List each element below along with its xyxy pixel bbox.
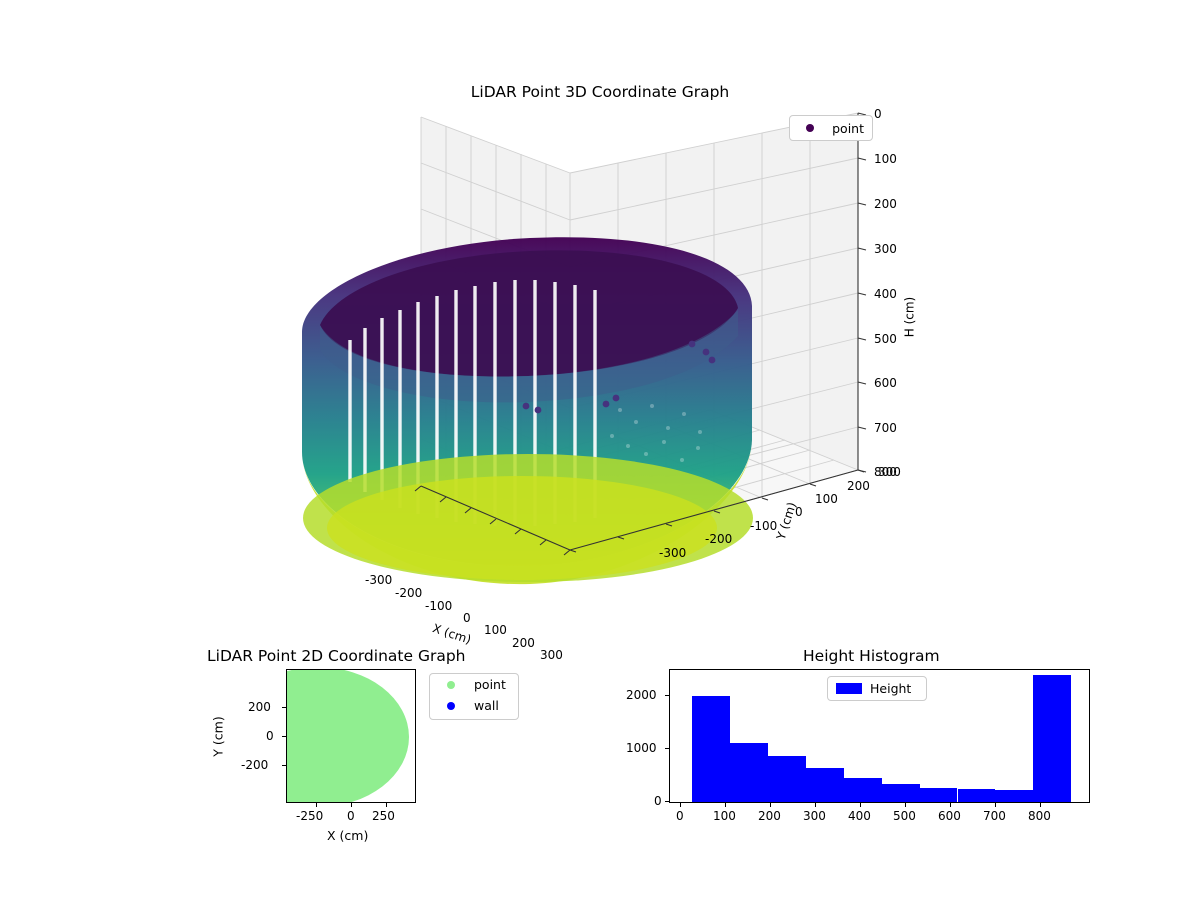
plot2d-axes xyxy=(286,669,416,803)
plot2d-xtick-mark-1 xyxy=(351,803,352,807)
plot3d-xtick-0: -300 xyxy=(365,573,393,587)
histogram-bar xyxy=(768,755,806,802)
plot3d-zaxis-label: H (cm) xyxy=(902,296,917,338)
plot2d-title: LiDAR Point 2D Coordinate Graph xyxy=(207,647,466,665)
plot3d-ztick-7: 700 xyxy=(874,421,897,435)
histogram-xtick-4: 400 xyxy=(848,809,871,823)
histogram-ytick-mark-0 xyxy=(665,801,669,802)
plot3d-point-cloud xyxy=(302,237,753,585)
point-marker-icon xyxy=(438,680,464,689)
histogram-ytick-0: 0 xyxy=(654,794,662,808)
histogram-xtick-3: 300 xyxy=(803,809,826,823)
plot2d-ytick-2: -200 xyxy=(241,758,269,772)
plot3d-ytick-1: 200 xyxy=(847,479,870,493)
plot3d-legend[interactable]: point xyxy=(789,115,873,141)
plot3d-spines xyxy=(420,113,859,551)
plot2d-xtick-2: 250 xyxy=(372,809,395,823)
legend-label-point: point xyxy=(474,677,506,692)
point-marker-icon xyxy=(798,124,822,132)
histogram-xtick-mark-5 xyxy=(905,803,906,807)
plot2d-ytick-mark-1 xyxy=(282,736,286,737)
legend-label-point: point xyxy=(832,120,864,136)
plot3d-ytick-3: 0 xyxy=(795,505,803,519)
plot3d-ztick-1: 100 xyxy=(874,152,897,166)
plot3d-xtick-6: 300 xyxy=(540,648,563,662)
histogram-xtick-6: 600 xyxy=(938,809,961,823)
plot3d-xtick-2: -100 xyxy=(425,599,453,613)
plot3d-title: LiDAR Point 3D Coordinate Graph xyxy=(470,83,730,101)
plot2d-yaxis-label: Y (cm) xyxy=(210,716,226,757)
plot3d-ztick-0: 0 xyxy=(874,107,882,121)
plot2d-xtick-1: 0 xyxy=(347,809,355,823)
histogram-bar xyxy=(919,787,958,802)
plot3d-ytick-2: 100 xyxy=(815,492,838,506)
plot2d-legend[interactable]: point wall xyxy=(429,673,519,720)
plot3d-ztick-5: 500 xyxy=(874,332,897,346)
histogram-bar xyxy=(692,695,731,802)
histogram-bar xyxy=(995,789,1034,802)
histogram-xtick-8: 800 xyxy=(1028,809,1051,823)
wall-marker-icon xyxy=(438,701,464,710)
histogram-xtick-mark-7 xyxy=(995,803,996,807)
histogram-bar xyxy=(805,768,844,802)
histogram-bar xyxy=(881,783,920,802)
histogram-xtick-mark-2 xyxy=(770,803,771,807)
plot3d-xtick-4: 100 xyxy=(484,623,507,637)
histogram-xtick-0: 0 xyxy=(676,809,684,823)
plot3d-xtick-5: 200 xyxy=(512,636,535,650)
plot2d-ytick-mark-2 xyxy=(282,765,286,766)
histogram-xtick-mark-3 xyxy=(815,803,816,807)
histogram-ytick-mark-2 xyxy=(665,695,669,696)
histogram-bar xyxy=(730,742,769,802)
plot3d-canvas xyxy=(302,112,867,585)
plot3d-xtick-1: -200 xyxy=(395,586,423,600)
histogram-xtick-mark-6 xyxy=(950,803,951,807)
legend-item-height[interactable]: Height xyxy=(828,677,926,700)
plot2d-ytick-0: 200 xyxy=(248,700,271,714)
plot2d-ytick-mark-0 xyxy=(282,707,286,708)
histogram-xtick-mark-0 xyxy=(680,803,681,807)
plot3d-ztick-3: 300 xyxy=(874,242,897,256)
plot3d-ztick-4: 400 xyxy=(874,287,897,301)
histogram-ytick-mark-1 xyxy=(665,748,669,749)
height-patch-icon xyxy=(836,683,862,694)
histogram-xtick-mark-8 xyxy=(1040,803,1041,807)
histogram-xtick-mark-4 xyxy=(860,803,861,807)
histogram-xtick-mark-1 xyxy=(725,803,726,807)
plot3d-ticks xyxy=(414,112,867,556)
legend-item-point[interactable]: point xyxy=(790,116,872,140)
plot2d-point-cluster xyxy=(287,670,409,802)
histogram-xtick-2: 200 xyxy=(758,809,781,823)
plot2d-xtick-0: -250 xyxy=(296,809,324,823)
histogram-bars xyxy=(670,670,1089,802)
histogram-bar xyxy=(843,777,882,802)
plot3d-axes: -300 -200 -100 0 100 200 300 X (cm) 300 … xyxy=(150,107,916,662)
plot3d-ytick-4: -100 xyxy=(750,519,778,533)
plot3d-ztick-8: 800 xyxy=(874,465,897,479)
plot2d-xaxis-label: X (cm) xyxy=(327,828,369,843)
histogram-ytick-2: 2000 xyxy=(626,688,657,702)
histogram-ytick-1: 1000 xyxy=(626,741,657,755)
legend-label-height: Height xyxy=(870,681,912,696)
plot3d-ytick-6: -300 xyxy=(659,546,687,560)
histogram-xtick-1: 100 xyxy=(713,809,736,823)
histogram-legend[interactable]: Height xyxy=(827,676,927,701)
plot2d-ytick-1: 0 xyxy=(266,729,274,743)
plot3d-ytick-5: -200 xyxy=(705,532,733,546)
plot3d-ztick-6: 600 xyxy=(874,376,897,390)
plot3d-ztick-2: 200 xyxy=(874,197,897,211)
histogram-bar xyxy=(1033,675,1072,802)
legend-item-wall[interactable]: wall xyxy=(430,695,518,716)
histogram-xtick-5: 500 xyxy=(893,809,916,823)
plot2d-xtick-mark-2 xyxy=(386,803,387,807)
histogram-bar xyxy=(957,788,996,802)
plot2d-xtick-mark-0 xyxy=(316,803,317,807)
histogram-xtick-7: 700 xyxy=(983,809,1006,823)
histogram-title: Height Histogram xyxy=(803,647,940,665)
plot3d-xtick-3: 0 xyxy=(463,611,471,625)
plot3d-ytick-0: 300 xyxy=(878,465,901,479)
legend-item-point[interactable]: point xyxy=(430,674,518,695)
legend-label-wall: wall xyxy=(474,698,499,713)
